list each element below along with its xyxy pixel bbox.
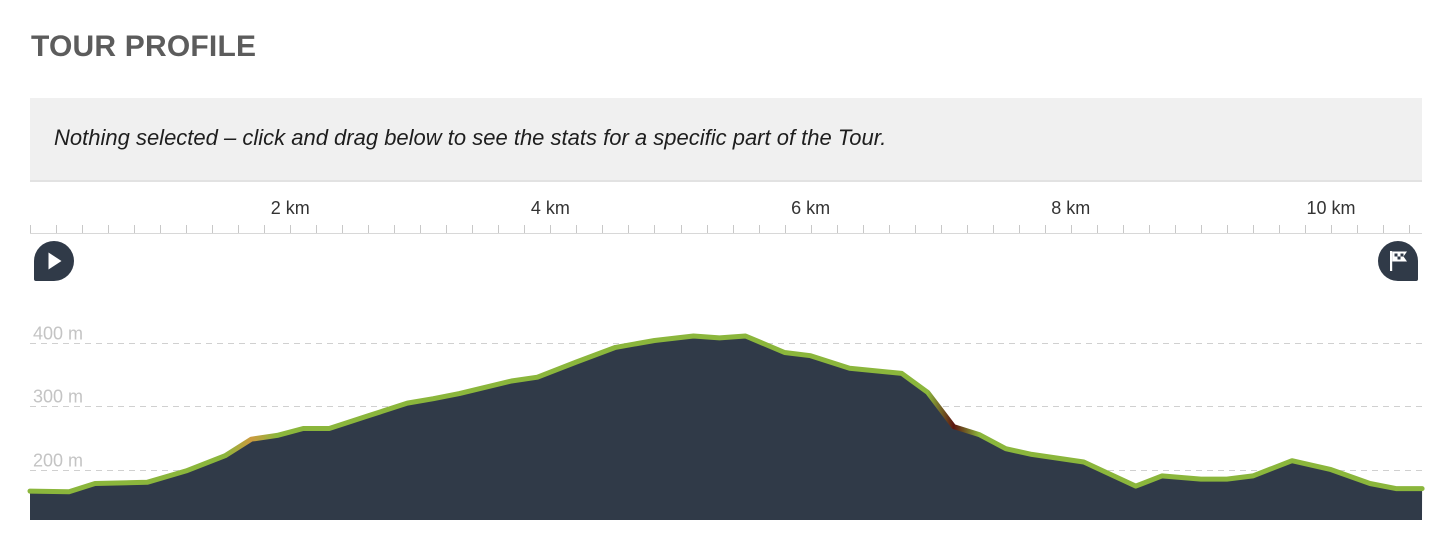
end-marker[interactable] xyxy=(1378,241,1418,281)
start-marker[interactable] xyxy=(34,241,74,281)
y-tick-label: 300 m xyxy=(33,387,83,407)
elevation-line xyxy=(27,333,1425,495)
elevation-series xyxy=(27,333,1425,520)
x-tick-label: 6 km xyxy=(791,198,830,218)
page-title: TOUR PROFILE xyxy=(31,30,257,63)
selection-info-box: Nothing selected – click and drag below … xyxy=(30,98,1422,182)
x-tick-label: 4 km xyxy=(531,198,570,218)
y-tick-label: 200 m xyxy=(33,451,83,471)
x-tick-label: 2 km xyxy=(271,198,310,218)
distance-ruler: 2 km 4 km 6 km 8 km 10 km xyxy=(30,198,1422,234)
x-tick-label: 8 km xyxy=(1051,198,1090,218)
play-icon xyxy=(48,252,62,270)
finish-flag-icon xyxy=(1390,251,1407,271)
x-tick-label: 10 km xyxy=(1306,198,1355,218)
y-tick-label: 400 m xyxy=(33,324,83,344)
elevation-area xyxy=(30,336,1423,520)
selection-info-text: Nothing selected – click and drag below … xyxy=(54,125,887,150)
